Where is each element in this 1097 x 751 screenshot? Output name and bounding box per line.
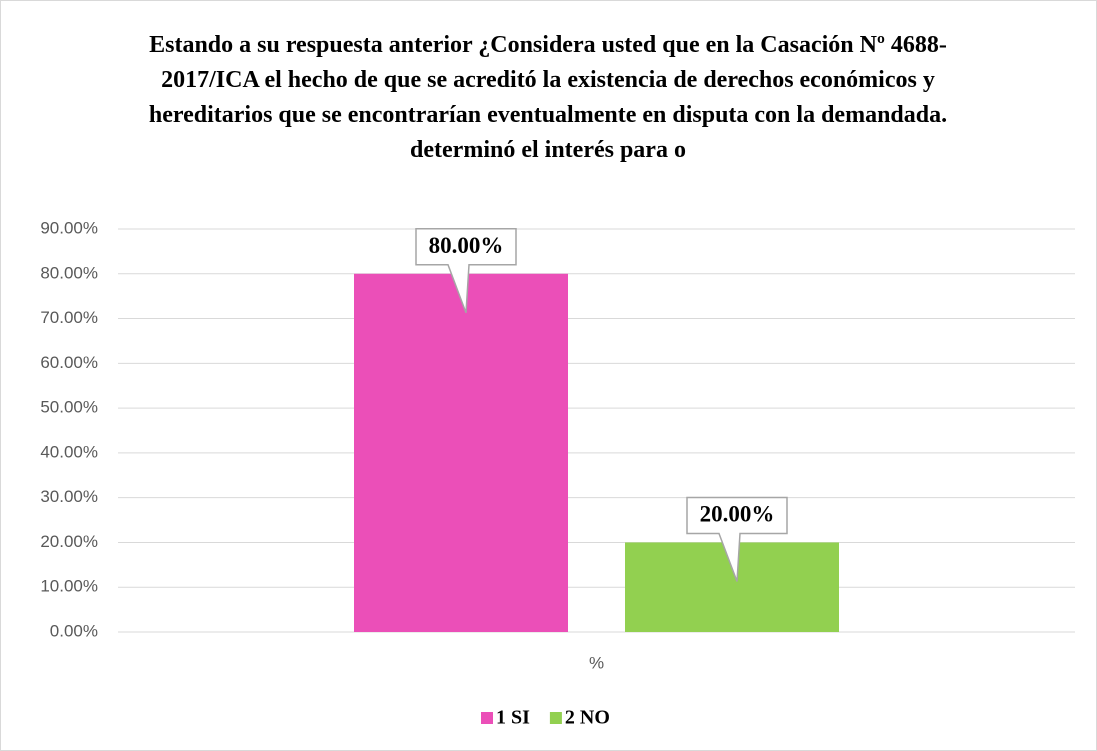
data-label-callout [415,228,517,314]
data-label: 20.00% [700,502,775,527]
legend-label: 2 NO [565,707,610,729]
y-tick-label: 90.00% [40,218,98,237]
legend-label: 1 SI [496,707,530,729]
y-tick-label: 60.00% [40,353,98,372]
y-tick-label: 80.00% [40,263,98,282]
y-tick-label: 10.00% [40,577,98,596]
y-tick-label: 40.00% [40,442,98,461]
bar [354,273,568,632]
legend-swatch [481,712,493,724]
chart-title: Estando a su respuesta anterior ¿Conside… [148,32,948,163]
data-label: 80.00% [429,233,504,258]
x-tick-label: % [589,653,604,672]
y-tick-label: 20.00% [40,532,98,551]
data-label-callout [686,496,788,582]
y-tick-label: 30.00% [40,487,98,506]
legend-swatch [549,712,562,724]
y-tick-label: 70.00% [40,308,98,327]
y-tick-label: 0.00% [50,621,98,640]
y-tick-label: 50.00% [40,398,98,417]
